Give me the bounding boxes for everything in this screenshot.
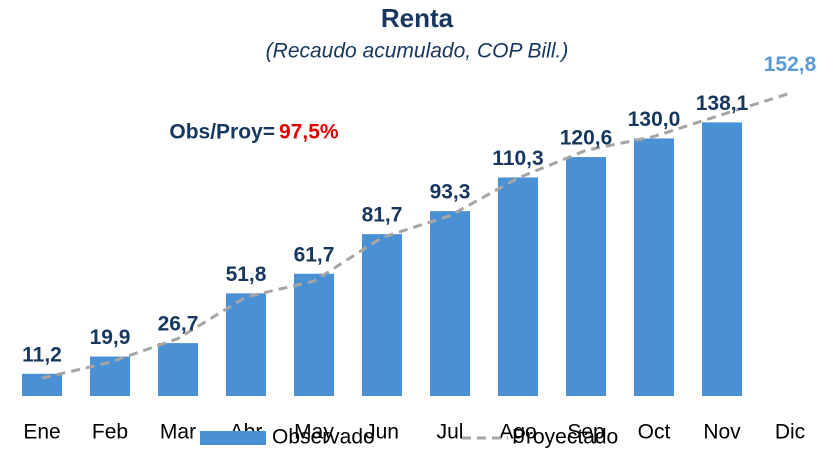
bar — [362, 234, 402, 396]
annotation: Obs/Proy= — [169, 121, 275, 144]
value-label: 130,0 — [628, 108, 681, 131]
x-tick-label: May — [294, 421, 334, 444]
x-tick-label: Jul — [437, 421, 464, 444]
value-label: 51,8 — [226, 263, 267, 286]
legend-label: Proyectado — [512, 426, 618, 449]
x-tick-label: Mar — [160, 421, 196, 444]
chart-title: Renta — [381, 3, 454, 33]
bar — [294, 273, 334, 396]
value-label: 120,6 — [560, 127, 613, 150]
chart-subtitle: (Recaudo acumulado, COP Bill.) — [266, 40, 569, 63]
value-label: 138,1 — [696, 92, 749, 115]
x-tick-label: Jun — [365, 421, 399, 444]
bar — [90, 356, 130, 396]
value-label: 152,8 — [764, 53, 817, 76]
value-label: 93,3 — [430, 181, 471, 204]
value-label: 110,3 — [492, 147, 543, 170]
line — [41, 91, 791, 380]
value-label: 61,7 — [294, 243, 335, 266]
bar — [634, 138, 674, 396]
legend-label: Observado — [272, 426, 375, 449]
value-label: 19,9 — [90, 326, 131, 349]
bar — [226, 293, 266, 396]
bar — [566, 157, 606, 396]
legend-swatch — [200, 431, 266, 445]
bar — [498, 177, 538, 396]
x-tick-label: Nov — [703, 421, 741, 444]
value-label: 11,2 — [22, 343, 62, 366]
value-label: 26,7 — [158, 313, 199, 336]
x-tick-label: Feb — [92, 421, 128, 444]
x-tick-label: Ago — [499, 421, 536, 444]
x-tick-label: Sep — [567, 421, 604, 444]
annotation-value: 97,5% — [279, 121, 339, 144]
bar — [22, 373, 62, 396]
x-tick-label: Ene — [23, 421, 60, 444]
value-label: 81,7 — [362, 204, 403, 227]
x-tick-label: Dic — [775, 421, 805, 444]
bar — [702, 122, 742, 396]
bar — [430, 211, 470, 396]
x-tick-label: Oct — [638, 421, 671, 444]
bar — [158, 343, 198, 396]
